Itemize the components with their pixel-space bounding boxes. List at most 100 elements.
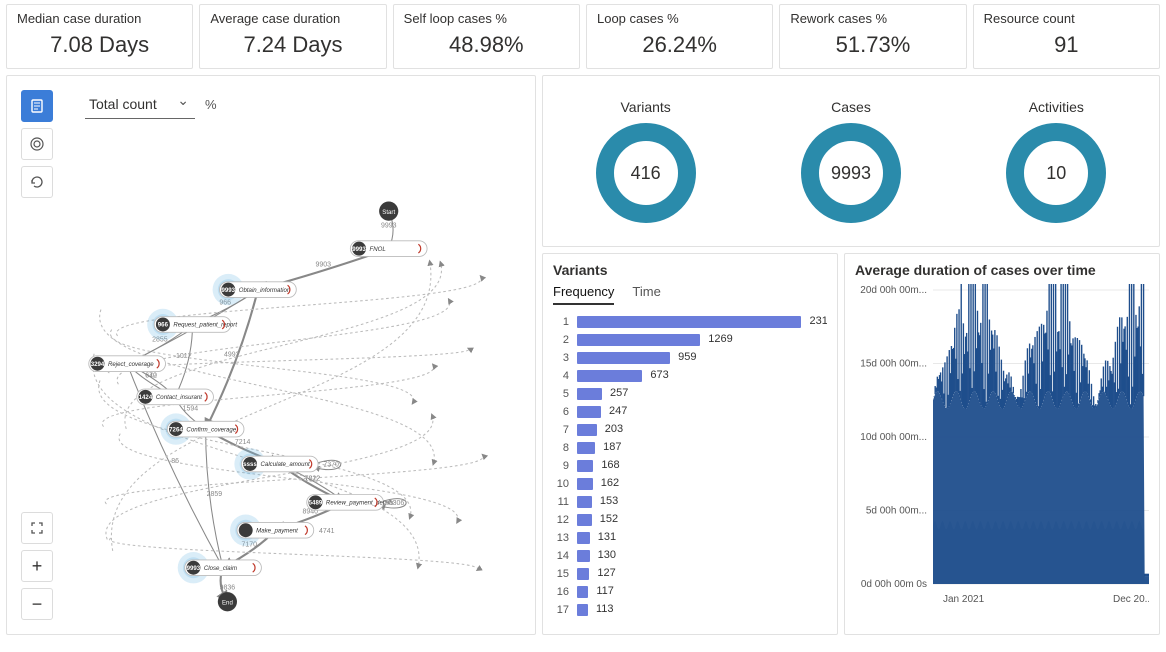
variant-bar-row[interactable]: 13 131 [553,529,821,547]
svg-text:Request_patient_report: Request_patient_report [173,322,237,329]
svg-text:End: End [222,599,233,606]
svg-text:Dec 20...: Dec 20... [1113,594,1149,605]
svg-text:9993: 9993 [187,565,201,572]
variant-bar-row[interactable]: 16 117 [553,583,821,601]
kpi-card: Average case duration 7.24 Days [199,4,386,69]
variant-value: 257 [610,387,628,399]
tab-time[interactable]: Time [632,284,660,305]
variant-bar-row[interactable]: 1 2311 [553,313,821,331]
variant-bar-row[interactable]: 14 130 [553,547,821,565]
variant-index: 6 [553,406,569,418]
kpi-label: Resource count [984,11,1149,26]
variant-value: 247 [609,405,627,417]
svg-text:FNOL: FNOL [370,246,386,253]
variant-value: 113 [596,603,614,615]
variant-bar-row[interactable]: 4 673 [553,367,821,385]
variant-bar-row[interactable]: 11 153 [553,493,821,511]
variant-index: 13 [553,532,569,544]
variants-bar-list[interactable]: 1 2311 2 1269 3 959 4 673 5 257 6 247 7 … [553,313,827,623]
svg-text:5306: 5306 [389,500,405,507]
variant-index: 16 [553,586,569,598]
donut-title: Cases [801,99,901,115]
kpi-card: Rework cases % 51.73% [779,4,966,69]
variant-index: 1 [553,316,569,328]
variant-value: 959 [678,351,696,363]
svg-text:Review_payment_details: Review_payment_details [326,500,394,507]
variant-bar-row[interactable]: 15 127 [553,565,821,583]
svg-text:640: 640 [145,373,157,380]
variant-index: 12 [553,514,569,526]
svg-text:2859: 2859 [207,491,223,498]
svg-text:Contact_insurant: Contact_insurant [156,394,202,401]
svg-text:9903: 9903 [316,262,332,269]
svg-text:Obtain_information: Obtain_information [239,287,291,294]
donut-block: Activities 10 [1006,99,1106,223]
svg-text:9993: 9993 [352,246,366,253]
svg-text:4741: 4741 [319,528,335,535]
variant-value: 1269 [708,333,732,345]
svg-text:9993: 9993 [221,287,235,294]
variant-bar-row[interactable]: 3 959 [553,349,821,367]
svg-text:Start: Start [382,209,395,216]
variant-bar-row[interactable]: 12 152 [553,511,821,529]
variant-index: 17 [553,604,569,616]
zoom-in-button[interactable]: + [21,550,53,582]
svg-text:Confirm_coverage: Confirm_coverage [186,426,236,433]
donut-title: Variants [596,99,696,115]
variant-bar-row[interactable]: 17 113 [553,601,821,619]
zoom-out-button[interactable]: − [21,588,53,620]
donut-title: Activities [1006,99,1106,115]
variant-index: 2 [553,334,569,346]
variant-index: 4 [553,370,569,382]
metric-select[interactable]: Total count [85,90,195,119]
variant-value: 2311 [809,315,827,327]
metric-suffix: % [205,97,217,112]
time-chart[interactable]: 0d 00h 00m 0s5d 00h 00m...10d 00h 00m...… [855,284,1149,624]
variant-index: 3 [553,352,569,364]
svg-text:Calculate_amount: Calculate_amount [261,461,310,468]
kpi-label: Self loop cases % [404,11,569,26]
kpi-label: Median case duration [17,11,182,26]
variant-value: 673 [650,369,668,381]
svg-text:7370: 7370 [323,462,339,469]
target-mode-button[interactable] [21,128,53,160]
process-map[interactable]: 9993990396628553334992101267286159464072… [7,76,535,634]
variant-bar-row[interactable]: 7 203 [553,421,821,439]
variant-bar-row[interactable]: 9 168 [553,457,821,475]
variant-value: 152 [600,513,618,525]
expand-icon [29,520,45,536]
document-icon [29,98,45,114]
tab-frequency[interactable]: Frequency [553,284,614,305]
variant-value: 203 [605,423,623,435]
variant-bar-row[interactable]: 8 187 [553,439,821,457]
kpi-value: 51.73% [790,32,955,58]
time-chart-title: Average duration of cases over time [855,262,1149,278]
variant-bar-row[interactable]: 5 257 [553,385,821,403]
variant-index: 5 [553,388,569,400]
variant-value: 187 [603,441,621,453]
donut-block: Cases 9993 [801,99,901,223]
variant-index: 11 [553,496,569,508]
fit-button[interactable] [21,512,53,544]
variant-bar-row[interactable]: 6 247 [553,403,821,421]
svg-text:15d 00h 00m...: 15d 00h 00m... [860,359,927,370]
variant-index: 14 [553,550,569,562]
donut-value: 9993 [801,123,901,223]
variant-value: 162 [601,477,619,489]
kpi-label: Average case duration [210,11,375,26]
svg-text:Make_payment: Make_payment [256,527,298,534]
variant-bar-row[interactable]: 2 1269 [553,331,821,349]
kpi-card: Median case duration 7.08 Days [6,4,193,69]
svg-text:1424: 1424 [139,394,153,401]
kpi-label: Loop cases % [597,11,762,26]
kpi-value: 48.98% [404,32,569,58]
variant-value: 131 [598,531,616,543]
variants-tabs: Frequency Time [553,284,827,305]
kpi-card: Loop cases % 26.24% [586,4,773,69]
variant-bar-row[interactable]: 10 162 [553,475,821,493]
refresh-mode-button[interactable] [21,166,53,198]
view-mode-button[interactable] [21,90,53,122]
svg-text:3294: 3294 [91,361,105,368]
svg-text:Close_claim: Close_claim [204,565,237,572]
variant-index: 9 [553,460,569,472]
